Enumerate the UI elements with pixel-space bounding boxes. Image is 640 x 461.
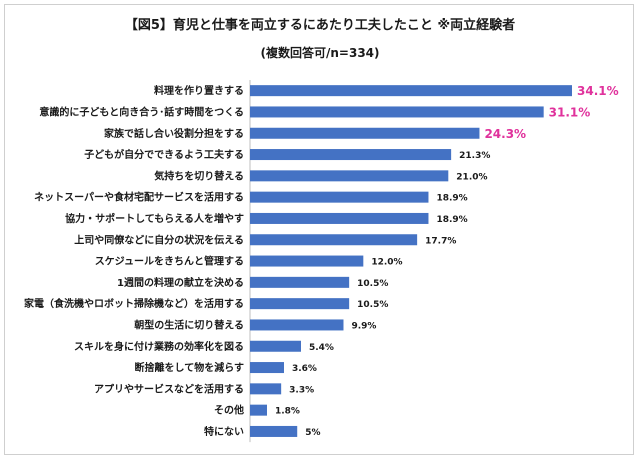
category-label: その他 xyxy=(214,404,244,417)
bar xyxy=(250,212,429,224)
value-label: 21.0% xyxy=(456,172,487,182)
category-label: 協力・サポートしてもらえる人を増やす xyxy=(65,212,244,225)
bar xyxy=(250,127,480,139)
category-label: 上司や同僚などに自分の状況を伝える xyxy=(74,233,244,246)
bar xyxy=(250,319,344,331)
category-label: 意識的に子どもと向き合う･話す時間をつくる xyxy=(39,105,244,118)
category-label: 気持ちを切り替える xyxy=(153,169,244,182)
category-label: 1週間の料理の献立を決める xyxy=(117,276,244,289)
bar xyxy=(250,106,544,118)
value-label: 12.0% xyxy=(371,258,402,268)
value-label: 31.1% xyxy=(549,105,591,119)
value-label: 10.5% xyxy=(357,279,388,289)
bar xyxy=(250,191,429,203)
chart-subtitle: (複数回答可/n=334) xyxy=(260,46,380,60)
chart-frame xyxy=(4,4,634,455)
bar xyxy=(250,298,350,310)
value-label: 1.8% xyxy=(275,407,300,417)
category-label: 朝型の生活に切り替える xyxy=(134,318,244,331)
category-label: 断捨離をして物を減らす xyxy=(135,361,245,374)
value-label: 3.6% xyxy=(292,364,317,374)
value-label: 18.9% xyxy=(436,215,467,225)
value-label: 24.3% xyxy=(484,127,526,141)
bar xyxy=(250,340,301,352)
bar xyxy=(250,149,452,161)
chart-title: 【図5】育児と仕事を両立するにあたり工夫したこと ※両立経験者 xyxy=(124,18,516,33)
category-label: 家族で話し合い役割分担をする xyxy=(104,127,244,140)
bar xyxy=(250,404,267,416)
bar xyxy=(250,276,350,288)
value-label: 17.7% xyxy=(425,236,456,246)
category-label: アプリやサービスなどを活用する xyxy=(94,382,244,395)
category-label: 家電（食洗機やロボット掃除機など）を活用する xyxy=(24,297,244,310)
bar xyxy=(250,234,418,246)
value-label: 3.3% xyxy=(289,385,314,395)
value-label: 21.3% xyxy=(459,151,490,161)
value-label: 34.1% xyxy=(577,84,619,98)
bar xyxy=(250,170,449,182)
bar xyxy=(250,255,364,267)
value-label: 18.9% xyxy=(436,194,467,204)
category-label: 子どもが自分でできるよう工夫する xyxy=(84,148,244,161)
category-label: スケジュールをきちんと管理する xyxy=(95,255,244,268)
category-label: 特にない xyxy=(204,425,244,438)
category-label: ネットスーパーや食材宅配サービスを活用する xyxy=(34,191,244,204)
value-label: 9.9% xyxy=(351,321,376,331)
bar xyxy=(250,362,284,374)
category-label: 料理を作り置きする xyxy=(154,84,244,97)
value-label: 5.4% xyxy=(309,343,334,353)
category-label: スキルを身に付け業務の効率化を図る xyxy=(74,340,244,353)
value-label: 10.5% xyxy=(357,300,388,310)
bar xyxy=(250,383,282,395)
value-label: 5% xyxy=(305,428,320,438)
bar xyxy=(250,85,572,97)
bar xyxy=(250,425,298,437)
